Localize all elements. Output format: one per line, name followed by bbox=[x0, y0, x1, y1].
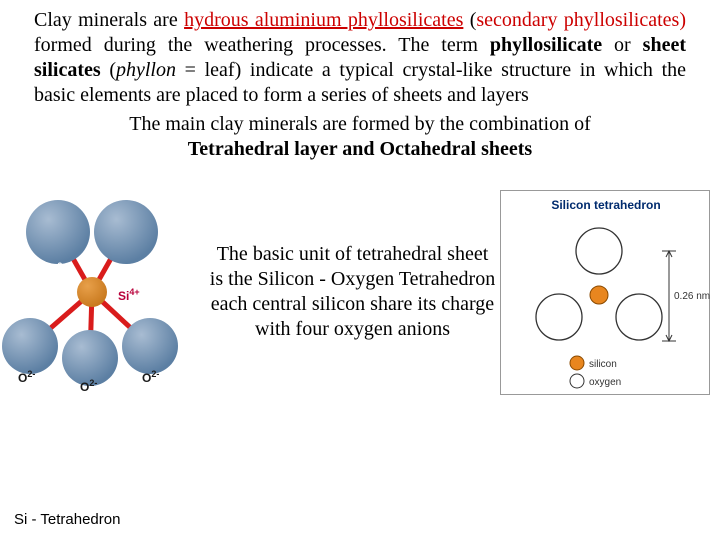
svg-text:oxygen: oxygen bbox=[589, 377, 621, 388]
silicon-sphere bbox=[77, 277, 107, 307]
dimension-label: 0.26 nm bbox=[674, 291, 710, 302]
tetrahedron-3d-diagram: O2- O2- O2- O2- Si4+ bbox=[0, 188, 205, 396]
oxygen-sphere bbox=[94, 200, 158, 264]
oxygen-sphere bbox=[2, 318, 58, 374]
svg-text:Si4+: Si4+ bbox=[118, 287, 140, 303]
diagram-row: O2- O2- O2- O2- Si4+ The basic unit of t… bbox=[0, 166, 720, 396]
diagram-2d-title: Silicon tetrahedron bbox=[551, 198, 660, 212]
link-secondary-phyllosilicates[interactable]: secondary phyllosilicates) bbox=[476, 9, 686, 31]
desc-line-1: The basic unit of tetrahedral sheet is t… bbox=[210, 243, 495, 290]
svg-text:O2-: O2- bbox=[142, 369, 159, 385]
svg-text:O2-: O2- bbox=[18, 369, 35, 385]
svg-text:silicon: silicon bbox=[589, 359, 617, 370]
oxygen-sphere bbox=[26, 200, 90, 264]
tetrahedron-3d-caption: Si - Tetrahedron bbox=[14, 511, 120, 528]
intro-paragraph: Clay minerals are hydrous aluminium phyl… bbox=[0, 0, 720, 112]
desc-line-2: each central silicon share its charge wi… bbox=[211, 293, 494, 340]
bold-phyllosilicate: phyllosilicate bbox=[490, 34, 602, 56]
text-fragment: formed during the weathering processes. … bbox=[34, 34, 490, 56]
centered-summary: The main clay minerals are formed by the… bbox=[0, 112, 720, 166]
summary-line-1: The main clay minerals are formed by the… bbox=[129, 113, 591, 135]
tetrahedron-2d-diagram: Silicon tetrahedron 0.26 nm silicon bbox=[500, 190, 710, 395]
svg-text:O2-: O2- bbox=[80, 378, 97, 394]
text-fragment: ( bbox=[101, 59, 116, 81]
summary-line-2: Tetrahedral layer and Octahedral sheets bbox=[188, 138, 532, 160]
text-fragment: Clay minerals are bbox=[34, 9, 184, 31]
legend: silicon oxygen bbox=[570, 356, 621, 388]
tetrahedron-description: The basic unit of tetrahedral sheet is t… bbox=[205, 242, 500, 342]
svg-text:O2-: O2- bbox=[48, 261, 65, 277]
text-fragment: or bbox=[602, 34, 643, 56]
italic-phyllon: phyllon bbox=[116, 59, 176, 81]
tetra-2d-group bbox=[536, 228, 662, 340]
text-fragment: ( bbox=[463, 9, 476, 31]
link-hydrous-aluminium-phyllosilicates[interactable]: hydrous aluminium phyllosilicates bbox=[184, 9, 463, 31]
oxygen-sphere bbox=[122, 318, 178, 374]
